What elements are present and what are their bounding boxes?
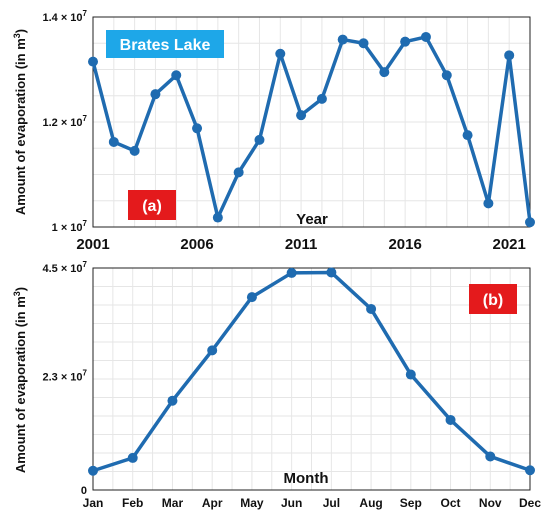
panel-b-x-tick-label: Jun <box>281 496 302 510</box>
panel-b-badge-text: (b) <box>483 292 503 309</box>
panel-b-y-tick-label: 4.5 × 107 <box>42 260 87 275</box>
panel-a-y-tick-label: 1 × 107 <box>52 219 88 234</box>
panel-b-badge: (b) <box>469 284 517 314</box>
panel-b-y-tick-label: 0 <box>81 485 87 497</box>
panel-a-data-point <box>420 31 431 42</box>
panel-a-data-point <box>129 145 140 156</box>
panel-a-x-tick-label: 2001 <box>76 236 109 253</box>
panel-a-data-point <box>212 212 223 223</box>
panel-a-y-axis-title: Amount of evaporation (in m3) <box>12 29 28 215</box>
panel-b-grid <box>93 268 530 490</box>
panel-b-data-point <box>485 451 496 462</box>
panel-b-x-tick-label: Jan <box>83 496 104 510</box>
panel-a-data-point <box>525 217 535 228</box>
panel-a-data-point <box>441 70 452 81</box>
panel-b-x-tick-label: Jul <box>323 496 340 510</box>
panel-a-badge-background <box>128 190 176 220</box>
panel-a-data-point <box>233 167 244 178</box>
panel-b-x-tick-label: Aug <box>359 496 382 510</box>
panel-a-data-point <box>483 198 494 209</box>
panel-a-x-tick-label: 2006 <box>180 236 213 253</box>
panel-b-x-tick-label: Feb <box>122 496 143 510</box>
panel-b-data-point <box>167 395 178 406</box>
panel-a-y-ticks: 1 × 107 1.2 × 107 1.4 × 107 <box>42 9 87 234</box>
panel-b-monthly-chart: 0 2.3 × 107 4.5 × 107 Jan Feb Mar Apr May Jun Ju… <box>12 260 541 510</box>
panel-b-x-tick-label: Nov <box>479 496 502 510</box>
panel-b-data-point <box>286 267 297 278</box>
panel-a-data-points <box>88 31 535 228</box>
panel-b-data-point <box>326 267 337 278</box>
panel-b-badge-background <box>469 284 517 314</box>
panel-b-x-tick-label: Oct <box>441 496 461 510</box>
panel-a-x-tick-label: 2016 <box>388 236 421 253</box>
panel-a-y-tick-label: 1.2 × 107 <box>42 114 87 129</box>
panel-b-data-point <box>525 465 535 476</box>
panel-b-x-tick-label: Mar <box>162 496 184 510</box>
panel-a-series-line <box>91 35 532 223</box>
panel-b-data-point <box>207 345 218 356</box>
panel-a-data-point <box>108 136 119 147</box>
panel-b-x-ticks: Jan Feb Mar Apr May Jun Jul Aug Sep Oct Nov Dec <box>83 496 542 510</box>
panel-a-data-point <box>504 50 515 61</box>
panel-a-data-point <box>296 110 307 121</box>
panel-b-x-tick-label: Sep <box>400 496 422 510</box>
panel-b-y-tick-label: 2.3 × 107 <box>42 369 87 384</box>
panel-b-x-tick-label: Dec <box>519 496 541 510</box>
panel-a-x-axis-title: Year <box>296 211 328 228</box>
panel-a-y-tick-label: 1.4 × 107 <box>42 9 87 24</box>
panel-b-plot-frame <box>92 267 531 491</box>
panel-b-x-tick-label: May <box>240 496 264 510</box>
panel-a-x-tick-label: 2021 <box>493 236 526 253</box>
panel-b-data-point <box>88 465 98 476</box>
panel-b-data-point <box>366 303 377 314</box>
panel-b-data-point <box>445 414 456 425</box>
panel-a-data-point <box>88 56 98 67</box>
panel-a-data-point <box>337 34 348 45</box>
lake-label-background <box>106 30 224 58</box>
panel-b-series-line <box>92 270 531 473</box>
lake-label-badge: Brates Lake <box>106 30 224 58</box>
panel-a-badge-text: (a) <box>142 198 162 215</box>
panel-b-data-points <box>88 267 535 476</box>
panel-b-y-axis-title: Amount of evaporation (in m3) <box>12 287 28 473</box>
panel-a-data-point <box>358 38 369 49</box>
panel-a-data-point <box>254 134 265 145</box>
panel-a-badge: (a) <box>128 190 176 220</box>
panel-a-x-tick-label: 2011 <box>285 236 318 253</box>
panel-a-data-point <box>316 93 327 104</box>
panel-a-data-point <box>275 48 286 59</box>
panel-b-x-tick-label: Apr <box>202 496 223 510</box>
panel-a-data-point <box>192 123 203 134</box>
panel-a-data-point <box>379 67 390 78</box>
panel-b-x-axis-title: Month <box>284 470 329 487</box>
panel-b-y-ticks: 0 2.3 × 107 4.5 × 107 <box>42 260 87 497</box>
panel-b-data-point <box>405 369 416 380</box>
panel-b-data-point <box>127 452 138 463</box>
panel-a-data-point <box>462 130 473 141</box>
panel-a-data-point <box>150 89 161 100</box>
panel-b-data-point <box>246 292 257 303</box>
lake-label-text: Brates Lake <box>120 37 211 54</box>
panel-a-data-point <box>171 70 182 81</box>
panel-a-data-point <box>400 36 411 47</box>
panel-a-plot-frame <box>92 16 531 228</box>
panel-a-x-ticks: 2001 2006 2011 2016 2021 <box>76 236 526 253</box>
